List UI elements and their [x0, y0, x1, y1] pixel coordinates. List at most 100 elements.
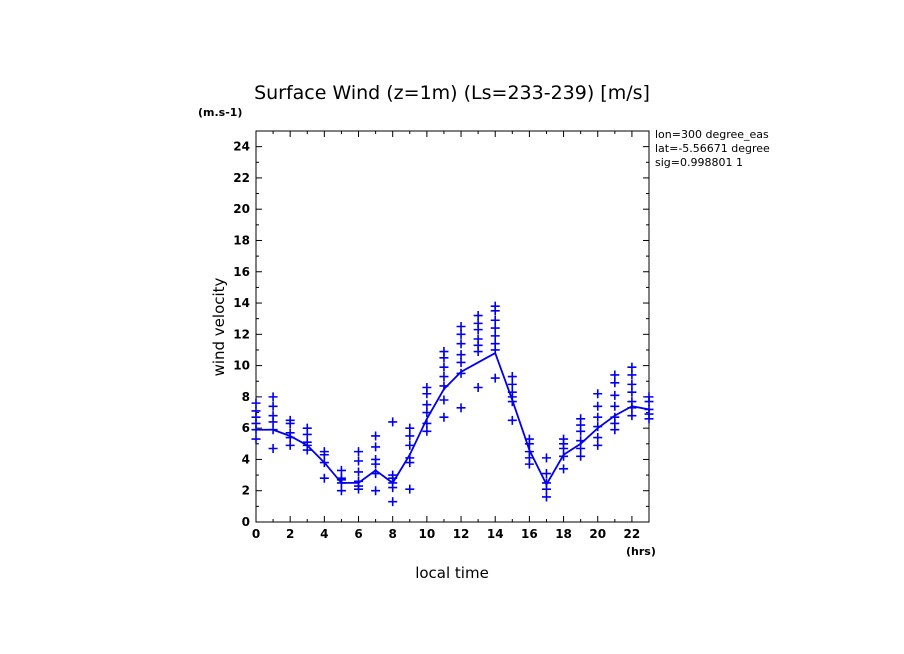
x-unit-label: (hrs) — [626, 545, 656, 558]
sample-marker — [371, 442, 381, 452]
sample-marker — [439, 347, 449, 357]
sample-marker — [371, 469, 381, 479]
sample-marker — [610, 370, 620, 380]
y-unit-label: (m.s-1) — [198, 106, 242, 119]
sample-marker — [456, 329, 466, 339]
y-tick-label: 16 — [233, 265, 250, 279]
sample-marker — [644, 404, 654, 414]
sample-marker — [439, 372, 449, 382]
sample-marker — [456, 357, 466, 367]
sample-marker — [473, 334, 483, 344]
sample-marker — [559, 464, 569, 474]
sample-marker — [610, 412, 620, 422]
sample-marker — [268, 443, 278, 453]
x-axis-label: local time — [415, 564, 489, 582]
sample-marker — [593, 401, 603, 411]
sample-marker — [268, 411, 278, 421]
sample-marker — [371, 431, 381, 441]
sample-marker — [593, 440, 603, 450]
sample-marker — [354, 447, 364, 457]
sample-marker — [490, 323, 500, 333]
sample-marker — [268, 401, 278, 411]
sample-marker — [251, 406, 261, 416]
info-lon: lon=300 degree_eas — [655, 128, 769, 141]
sample-marker — [490, 331, 500, 341]
sample-marker — [456, 403, 466, 413]
sample-marker — [490, 373, 500, 383]
y-tick-label: 8 — [242, 390, 250, 404]
x-tick-label: 0 — [252, 527, 260, 541]
sample-marker — [593, 433, 603, 443]
sample-marker — [405, 431, 415, 441]
sample-marker — [644, 392, 654, 402]
sample-marker — [422, 382, 432, 392]
sample-marker — [610, 401, 620, 411]
sample-marker — [422, 408, 432, 418]
y-tick-label: 12 — [233, 327, 250, 341]
sample-marker — [302, 423, 312, 433]
sample-marker — [473, 318, 483, 328]
x-tick-label: 6 — [354, 527, 362, 541]
sample-marker — [541, 492, 551, 502]
sample-marker — [576, 451, 586, 461]
sample-marker — [627, 397, 637, 407]
sample-marker — [507, 379, 517, 389]
sample-marker — [559, 434, 569, 444]
sample-marker — [336, 486, 346, 496]
sample-marker — [251, 398, 261, 408]
x-tick-label: 16 — [521, 527, 538, 541]
sample-marker — [576, 414, 586, 424]
sample-marker — [336, 465, 346, 475]
sample-marker — [371, 454, 381, 464]
y-tick-label: 20 — [233, 202, 250, 216]
sample-marker — [456, 350, 466, 360]
sample-marker — [627, 387, 637, 397]
sample-marker — [285, 415, 295, 425]
sample-marker — [541, 469, 551, 479]
sample-marker — [251, 434, 261, 444]
chart-title: Surface Wind (z=1m) (Ls=233-239) [m/s] — [254, 82, 650, 104]
sample-marker — [439, 362, 449, 372]
sample-marker — [439, 412, 449, 422]
sample-marker — [576, 436, 586, 446]
x-tick-label: 20 — [589, 527, 606, 541]
sample-marker — [593, 422, 603, 432]
sample-marker — [473, 382, 483, 392]
sample-marker — [319, 447, 329, 457]
sample-marker — [524, 434, 534, 444]
sample-marker — [524, 447, 534, 457]
sample-marker — [302, 437, 312, 447]
sample-marker — [541, 478, 551, 488]
sample-marker — [388, 417, 398, 427]
sample-marker — [405, 440, 415, 450]
sample-marker — [354, 456, 364, 466]
sample-marker — [336, 473, 346, 483]
sample-marker — [610, 378, 620, 388]
sample-marker — [627, 379, 637, 389]
sample-marker — [627, 411, 637, 421]
x-tick-label: 4 — [320, 527, 328, 541]
sample-marker — [371, 486, 381, 496]
sample-marker — [456, 322, 466, 331]
sample-marker — [354, 476, 364, 486]
y-tick-label: 0 — [242, 515, 250, 529]
sample-marker — [285, 440, 295, 450]
info-lat: lat=-5.56671 degree — [655, 142, 770, 155]
sample-marker — [490, 339, 500, 349]
plot-frame — [255, 130, 650, 523]
x-tick-label: 10 — [419, 527, 436, 541]
sample-marker — [593, 412, 603, 422]
y-tick-label: 18 — [233, 233, 250, 247]
sample-marker — [388, 470, 398, 480]
y-tick-label: 10 — [233, 359, 250, 373]
y-tick-label: 2 — [242, 484, 250, 498]
sample-marker — [473, 311, 483, 321]
y-tick-label: 14 — [233, 296, 250, 310]
sample-marker — [285, 428, 295, 438]
sample-marker — [456, 339, 466, 349]
info-sig: sig=0.998801 1 — [655, 156, 743, 169]
x-tick-label: 2 — [286, 527, 294, 541]
sample-marker — [507, 372, 517, 382]
sample-marker — [405, 453, 415, 463]
